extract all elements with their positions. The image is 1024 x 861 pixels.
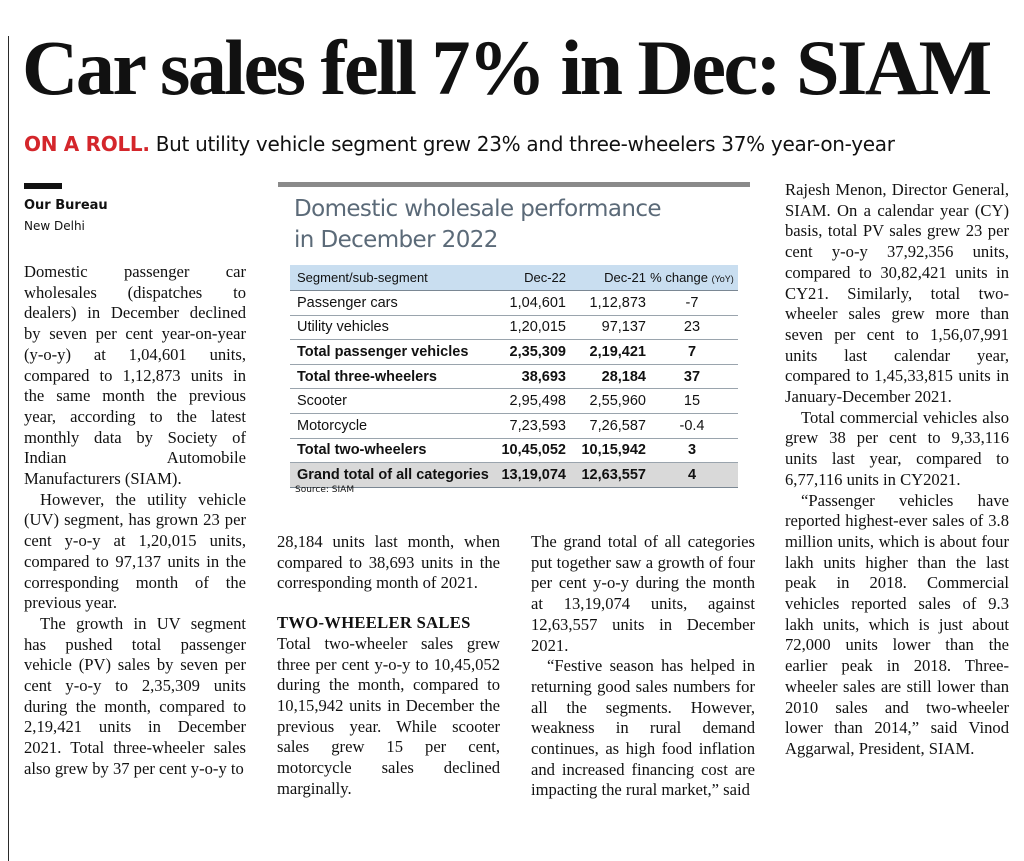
byline-place: New Delhi [24, 219, 85, 233]
paragraph: Total commercial vehicles also grew 38 p… [785, 407, 1009, 489]
paragraph: “Festive season has helped in returning … [531, 656, 755, 800]
paragraph: “Passenger vehicles have reported highes… [785, 490, 1009, 758]
cell-change: -0.4 [679, 417, 705, 434]
cell-dec22: 13,19,074 [501, 466, 566, 483]
cell-change: 7 [687, 343, 697, 360]
cell-segment: Utility vehicles [297, 319, 389, 336]
article-column-1: Domestic passenger car wholesales (dispa… [24, 262, 246, 780]
cell-dec21: 2,19,421 [589, 343, 646, 360]
cell-change: 37 [683, 368, 701, 385]
header-dec22: Dec-22 [524, 270, 566, 285]
header-yoy-label: (YoY) [711, 274, 734, 284]
header-dec21: Dec-21 [604, 270, 646, 285]
paragraph: The growth in UV segment has pushed tota… [24, 613, 246, 778]
paragraph: The grand total of all categories put to… [531, 532, 755, 655]
table-header-row: Segment/sub-segment Dec-22 Dec-21 % chan… [290, 265, 738, 291]
table-row: Motorcycle 7,23,593 7,26,587 -0.4 [290, 414, 738, 439]
cell-segment: Total three-wheelers [297, 368, 437, 385]
headline: Car sales fell 7% in Dec: SIAM [22, 24, 992, 111]
cell-dec22: 10,45,052 [501, 442, 566, 459]
table-row: Total passenger vehicles 2,35,309 2,19,4… [290, 340, 738, 365]
cell-segment: Grand total of all categories [297, 466, 489, 483]
cell-dec22: 2,35,309 [509, 343, 566, 360]
cell-dec22: 7,23,593 [509, 417, 566, 434]
header-segment: Segment/sub-segment [297, 270, 428, 285]
cell-dec21: 28,184 [601, 368, 646, 385]
paragraph: Domestic passenger car wholesales (dispa… [24, 262, 246, 489]
cell-change: 15 [683, 393, 701, 410]
cell-segment: Total two-wheelers [297, 442, 427, 459]
cell-dec22: 2,95,498 [509, 393, 566, 410]
cell-dec21: 2,55,960 [589, 393, 646, 410]
article-column-3: The grand total of all categories put to… [531, 532, 755, 801]
header-change: % change (YoY) [646, 270, 738, 285]
paragraph: Total two-wheeler sales grew three per c… [277, 633, 500, 798]
table-title-line-2: in December 2022 [294, 227, 498, 253]
cell-change: 3 [687, 442, 697, 459]
article-column-4: Rajesh Menon, Director General, SIAM. On… [785, 180, 1009, 760]
performance-table: Segment/sub-segment Dec-22 Dec-21 % chan… [290, 265, 738, 488]
cell-dec22: 1,20,015 [509, 319, 566, 336]
table-row: Passenger cars 1,04,601 1,12,873 -7 [290, 291, 738, 316]
cell-dec21: 97,137 [601, 319, 646, 336]
cell-change: 23 [683, 319, 701, 336]
table-row: Total three-wheelers 38,693 28,184 37 [290, 365, 738, 390]
deck-text: But utility vehicle segment grew 23% and… [149, 132, 895, 156]
cell-dec21: 12,63,557 [581, 466, 646, 483]
subhead: TWO-WHEELER SALES [277, 613, 471, 633]
cell-dec21: 7,26,587 [589, 417, 646, 434]
cell-change: 4 [687, 466, 697, 483]
cell-dec21: 10,15,942 [581, 442, 646, 459]
deck: ON A ROLL. But utility vehicle segment g… [24, 130, 1024, 158]
byline-bar [24, 183, 62, 189]
table-row: Scooter 2,95,498 2,55,960 15 [290, 389, 738, 414]
paragraph: 28,184 units last month, when compared t… [277, 532, 500, 593]
cell-dec22: 1,04,601 [509, 294, 566, 311]
deck-kicker: ON A ROLL. [24, 132, 150, 156]
cell-segment: Scooter [297, 393, 347, 410]
paragraph: However, the utility vehicle (UV) segmen… [24, 489, 246, 613]
header-change-label: % change [650, 270, 708, 285]
cell-change: -7 [685, 294, 699, 311]
cell-dec22: 38,693 [521, 368, 566, 385]
cell-dec21: 1,12,873 [589, 294, 646, 311]
cell-segment: Passenger cars [297, 294, 398, 311]
table-title-line-1: Domestic wholesale performance [294, 196, 662, 222]
article-column-2: 28,184 units last month, when compared t… [277, 532, 500, 799]
table-row: Utility vehicles 1,20,015 97,137 23 [290, 316, 738, 341]
cell-segment: Total passenger vehicles [297, 343, 469, 360]
byline-name: Our Bureau [24, 198, 108, 213]
table-top-bar [278, 182, 750, 187]
table-row: Total two-wheelers 10,45,052 10,15,942 3 [290, 439, 738, 464]
table-box: Domestic wholesale performance in Decemb… [278, 182, 750, 500]
table-title: Domestic wholesale performance in Decemb… [294, 194, 734, 256]
cell-segment: Motorcycle [297, 417, 368, 434]
table-source: Source: SIAM [295, 485, 355, 495]
paragraph: Rajesh Menon, Director General, SIAM. On… [785, 180, 1009, 407]
page-edge-rule [8, 36, 9, 861]
table-row-grand-total: Grand total of all categories 13,19,074 … [290, 463, 738, 488]
